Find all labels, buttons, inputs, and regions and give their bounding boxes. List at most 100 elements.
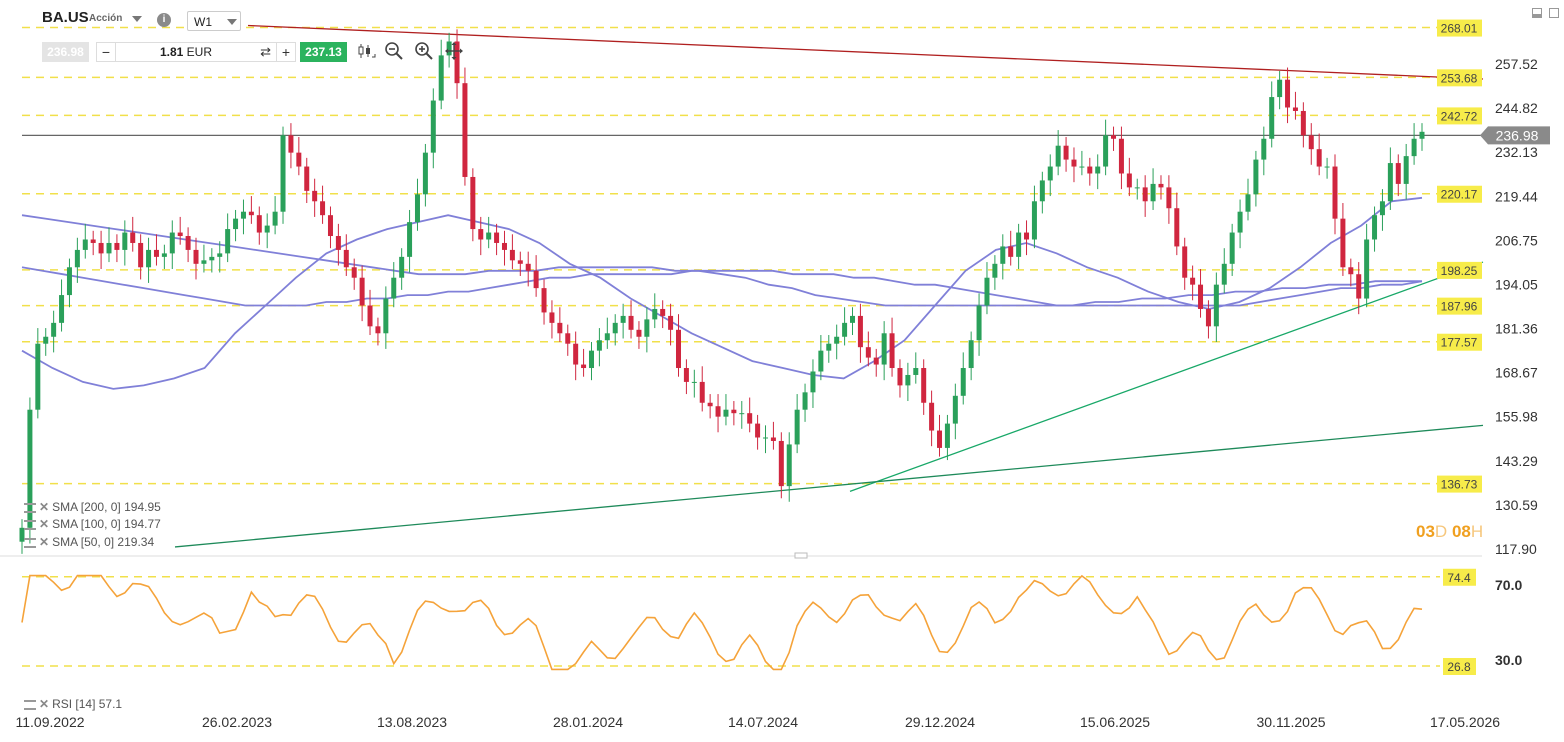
bull-candle <box>82 239 88 250</box>
symbol-name[interactable]: BA.US <box>42 9 89 26</box>
bull-candle <box>1419 131 1425 139</box>
time-tick-label: 13.08.2023 <box>377 714 447 730</box>
level-label: 198.25 <box>1441 264 1478 278</box>
bull-candle <box>1379 201 1385 216</box>
level-label: 187.96 <box>1441 300 1478 314</box>
bull-candle <box>1387 163 1393 202</box>
sell-button[interactable]: 236.98 <box>42 42 89 62</box>
bull-candle <box>422 152 428 195</box>
info-icon[interactable]: i <box>157 13 171 27</box>
quantity-currency: EUR <box>186 45 213 59</box>
bear-candle <box>1111 135 1117 139</box>
bull-candle <box>74 249 80 268</box>
bear-candle <box>865 347 871 358</box>
bear-candle <box>533 270 539 289</box>
bear-candle <box>897 368 903 386</box>
bear-candle <box>335 236 341 250</box>
bull-candle <box>209 256 215 261</box>
legend-sma100[interactable]: ✕ SMA [100, 0] 194.77 <box>24 517 161 531</box>
settings-icon[interactable] <box>24 519 36 530</box>
bear-candle <box>114 242 120 250</box>
sma-lines <box>21 196 1423 390</box>
bear-candle <box>312 190 318 202</box>
bull-candle <box>1269 97 1275 139</box>
bear-candle <box>1340 218 1346 268</box>
bear-candle <box>517 260 523 264</box>
level-label-bg <box>1437 297 1482 315</box>
zoom-in-icon[interactable] <box>414 41 434 61</box>
instrument-type: Acción <box>89 13 123 24</box>
bear-candle <box>1126 173 1132 188</box>
bull-candle <box>169 232 175 254</box>
rsi-level-label: 74.4 <box>1447 571 1471 585</box>
settings-icon[interactable] <box>24 537 36 548</box>
bull-candle <box>106 242 112 254</box>
maximize-icon[interactable] <box>1549 8 1559 18</box>
resistance-trendline <box>247 24 1484 80</box>
legend-label: SMA [50, 0] 219.34 <box>52 535 155 549</box>
buy-button[interactable]: 237.13 <box>300 42 347 62</box>
trend-lines[interactable] <box>174 24 1484 548</box>
settings-icon[interactable] <box>24 699 36 710</box>
bear-candle <box>873 357 879 365</box>
close-icon[interactable]: ✕ <box>39 697 50 711</box>
bear-candle <box>1285 79 1291 108</box>
chevron-down-icon <box>227 19 237 25</box>
level-label-bg <box>1437 333 1482 351</box>
bear-candle <box>1024 232 1030 240</box>
bear-candle <box>715 406 721 417</box>
bear-candle <box>153 249 159 257</box>
bull-candle <box>383 298 389 334</box>
countdown-days: 03 <box>1416 522 1435 541</box>
bull-candle <box>27 409 33 528</box>
bull-candle <box>430 100 436 153</box>
bear-candle <box>1395 163 1401 184</box>
bear-candle <box>367 305 373 327</box>
bull-candle <box>446 41 452 56</box>
bear-candle <box>296 152 302 167</box>
legend-sma50[interactable]: ✕ SMA [50, 0] 219.34 <box>24 535 154 549</box>
bear-candle <box>1190 277 1196 285</box>
bear-candle <box>90 239 96 243</box>
quantity-field[interactable]: 1.81 EUR <box>117 43 255 61</box>
long-support-trendline <box>174 424 1484 548</box>
swap-icon[interactable]: ⇄ <box>260 44 271 59</box>
bull-candle <box>691 381 697 383</box>
candlestick-icon[interactable] <box>356 41 376 61</box>
bear-candle <box>1316 149 1322 167</box>
quantity-stepper[interactable]: − 1.81 EUR ⇄ + <box>96 42 296 62</box>
level-label: 268.01 <box>1441 22 1478 36</box>
bear-candle <box>1071 159 1077 167</box>
zoom-out-icon[interactable] <box>384 41 404 61</box>
level-label-bg <box>1437 69 1482 87</box>
time-tick-label: 15.06.2025 <box>1080 714 1150 730</box>
price-tick-label: 206.75 <box>1495 232 1538 248</box>
move-icon[interactable] <box>444 41 464 61</box>
legend-rsi[interactable]: ✕ RSI [14] 57.1 <box>24 697 122 711</box>
bear-candle <box>454 41 460 84</box>
bear-candle <box>1008 246 1014 257</box>
bull-candle <box>399 256 405 278</box>
minimize-icon[interactable] <box>1532 8 1542 18</box>
chevron-down-icon[interactable] <box>132 16 142 22</box>
bear-candle <box>185 236 191 250</box>
close-icon[interactable]: ✕ <box>39 500 50 514</box>
price-tick-label: 232.13 <box>1495 144 1538 160</box>
timeframe-select[interactable]: W1 <box>187 11 241 31</box>
price-tick-label: 219.44 <box>1495 188 1538 204</box>
bull-candle <box>881 333 887 365</box>
legend-label: RSI [14] 57.1 <box>52 697 123 711</box>
bull-candle <box>644 319 650 337</box>
bull-candle <box>620 315 626 323</box>
bear-candle <box>375 326 381 334</box>
increase-button[interactable]: + <box>276 43 295 61</box>
close-icon[interactable]: ✕ <box>39 535 50 549</box>
bull-candle <box>1213 284 1219 327</box>
settings-icon[interactable] <box>24 502 36 513</box>
legend-sma200[interactable]: ✕ SMA [200, 0] 194.95 <box>24 500 161 514</box>
close-icon[interactable]: ✕ <box>39 517 50 531</box>
decrease-button[interactable]: − <box>97 43 116 61</box>
bull-candle <box>51 322 57 337</box>
time-tick-label: 14.07.2024 <box>728 714 798 730</box>
